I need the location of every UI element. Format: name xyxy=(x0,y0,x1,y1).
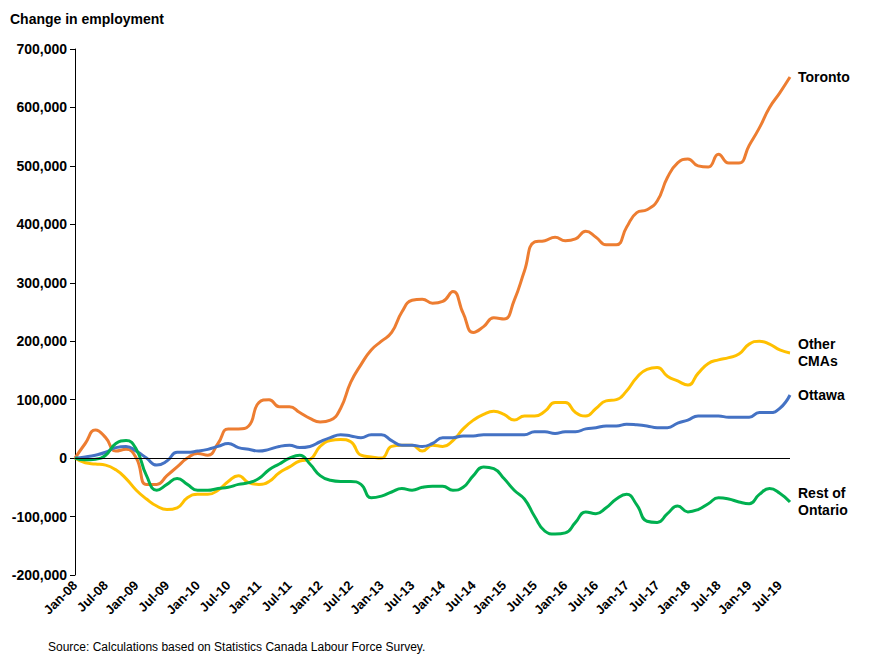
svg-text:200,000: 200,000 xyxy=(16,333,67,349)
svg-text:Jul-10: Jul-10 xyxy=(196,577,234,615)
svg-text:600,000: 600,000 xyxy=(16,99,67,115)
svg-text:Jan-19: Jan-19 xyxy=(715,578,755,618)
svg-text:Jan-17: Jan-17 xyxy=(592,578,632,618)
svg-text:Jul-11: Jul-11 xyxy=(258,577,295,615)
svg-text:Ontario: Ontario xyxy=(798,502,848,518)
svg-text:400,000: 400,000 xyxy=(16,216,67,232)
svg-text:Toronto: Toronto xyxy=(798,69,850,85)
svg-text:Source: Calculations based on: Source: Calculations based on Statistics… xyxy=(48,640,425,654)
svg-text:Ottawa: Ottawa xyxy=(798,387,845,403)
svg-text:Jul-18: Jul-18 xyxy=(686,577,724,615)
svg-text:Jan-18: Jan-18 xyxy=(653,578,693,618)
svg-text:100,000: 100,000 xyxy=(16,392,67,408)
svg-text:Jan-13: Jan-13 xyxy=(347,578,387,618)
svg-text:Jul-17: Jul-17 xyxy=(625,577,663,615)
svg-text:Other: Other xyxy=(798,336,839,352)
svg-text:Jul-15: Jul-15 xyxy=(502,577,540,615)
svg-text:Jan-10: Jan-10 xyxy=(163,578,203,618)
svg-text:Jul-12: Jul-12 xyxy=(318,577,357,615)
svg-text:Jul-19: Jul-19 xyxy=(748,578,785,615)
svg-text:Jul-08: Jul-08 xyxy=(73,577,111,615)
svg-text:500,000: 500,000 xyxy=(16,158,67,174)
svg-text:Jul-16: Jul-16 xyxy=(564,577,602,615)
svg-text:Rest of: Rest of xyxy=(798,485,849,501)
svg-text:300,000: 300,000 xyxy=(16,275,67,291)
svg-text:CMAs: CMAs xyxy=(798,353,838,369)
svg-text:-100,000: -100,000 xyxy=(12,509,67,525)
svg-text:Jul-14: Jul-14 xyxy=(441,577,479,615)
svg-text:Jan-12: Jan-12 xyxy=(286,578,326,618)
svg-text:-200,000: -200,000 xyxy=(12,567,67,583)
svg-text:Jan-15: Jan-15 xyxy=(470,578,510,618)
svg-text:Change in employment: Change in employment xyxy=(10,11,164,27)
svg-text:Jan-16: Jan-16 xyxy=(531,578,571,618)
svg-text:Jan-09: Jan-09 xyxy=(102,578,142,618)
svg-text:Jan-14: Jan-14 xyxy=(408,577,448,617)
svg-text:Jan-11: Jan-11 xyxy=(225,578,264,617)
svg-text:0: 0 xyxy=(59,450,67,466)
svg-text:700,000: 700,000 xyxy=(16,41,67,57)
svg-text:Jul-13: Jul-13 xyxy=(380,577,418,615)
svg-text:Jul-09: Jul-09 xyxy=(135,577,173,615)
svg-text:Jan-08: Jan-08 xyxy=(41,578,81,618)
